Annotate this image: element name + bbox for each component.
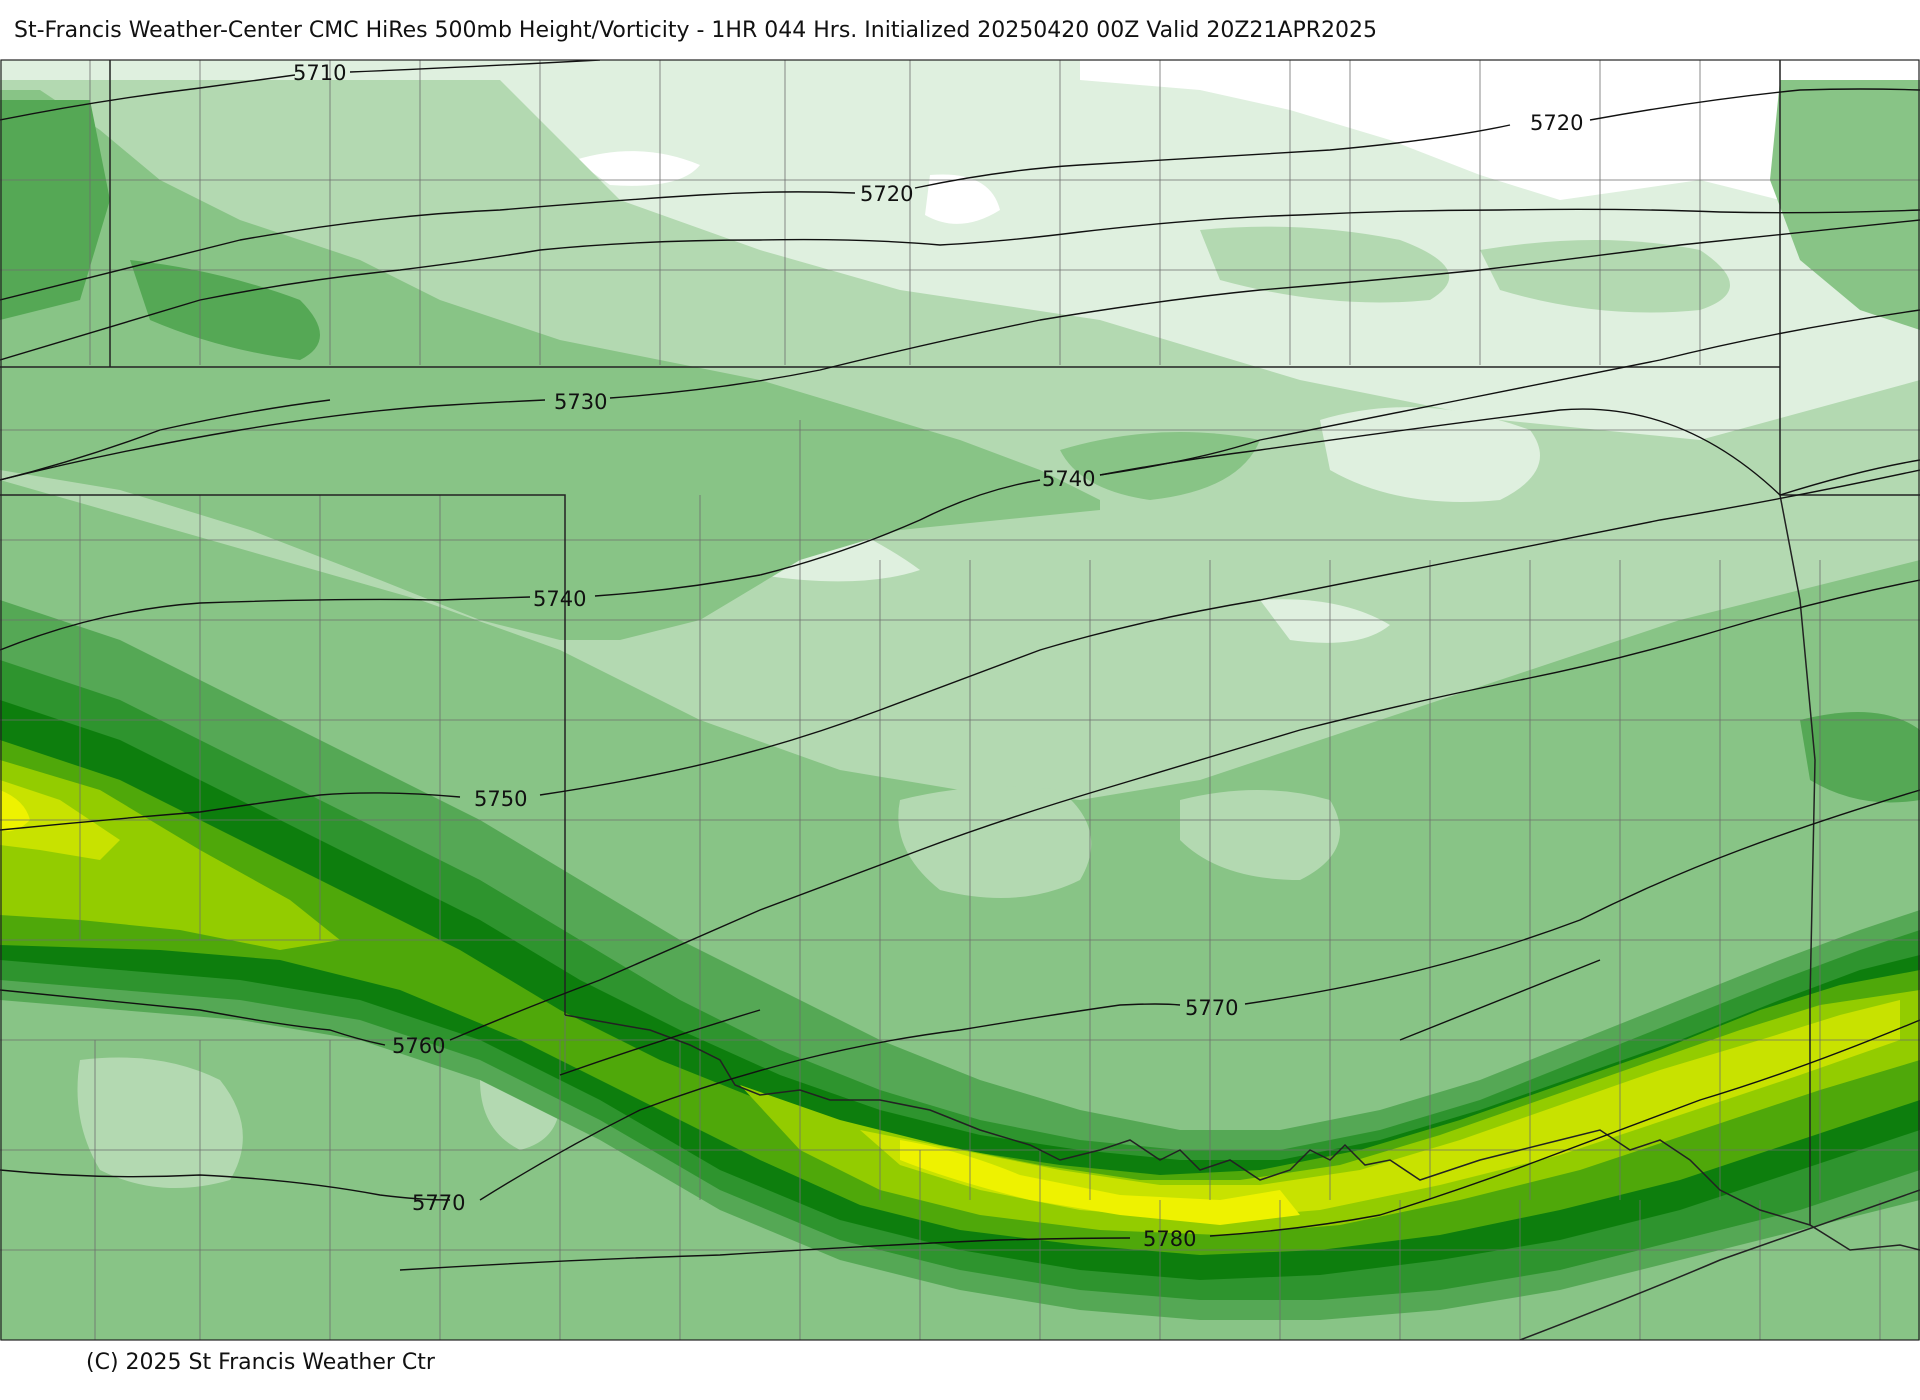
vort-level-1-patch [77,1057,243,1188]
contour-5740-line-b [1099,408,1920,496]
contour-5730-line [0,219,1920,481]
vort-level-3 [1800,712,1920,803]
contour-label-5770: 5770 [1185,996,1238,1020]
vort-max-core [900,1140,1300,1225]
contour-label-5740: 5740 [533,587,586,611]
vort-level-3 [0,100,110,320]
map-title: St-Francis Weather-Center CMC HiRes 500m… [14,18,1377,43]
contour-label-5760: 5760 [392,1034,445,1058]
state-borders [0,60,1920,1340]
vort-level-3 [130,260,320,360]
vort-level-0-patch [1260,599,1390,643]
contour-5720-line-b [0,208,1920,481]
vort-level-1 [1480,240,1730,313]
vort-min-area [575,151,700,186]
vort-level-1-patch [898,786,1092,898]
vorticity-shading [0,60,1920,1340]
contour-5770-line-b [559,959,1601,1076]
contour-label-5720: 5720 [1530,111,1583,135]
contour-5780-line [399,1019,1920,1271]
contour-label-5710: 5710 [293,61,346,85]
vort-level-1 [1200,226,1450,303]
contour-labels: 5710 5720 5720 5730 5740 5740 5750 5760 … [293,61,1583,1251]
contour-label-5770: 5770 [412,1191,465,1215]
contour-5770-line-a [0,789,1920,1201]
vort-level-2 [1060,432,1260,500]
vort-level-8 [860,1000,1900,1220]
copyright-footer: (C) 2025 St Francis Weather Ctr [86,1350,435,1375]
vort-level-7 [0,760,340,950]
contour-5760-line [0,579,1920,1046]
contour-5740-line-a [0,309,1920,651]
vort-level-2 [0,90,1100,640]
contour-5720-line-a [0,88,1920,301]
vort-level-6 [0,740,1920,1255]
contour-5750-line [0,469,1920,831]
vort-min-area [925,174,1000,224]
contour-5710-line [0,60,601,121]
map-frame [0,59,1920,1341]
contour-label-5780: 5780 [1143,1227,1196,1251]
contour-label-5730: 5730 [554,390,607,414]
contour-label-5740: 5740 [1042,467,1095,491]
vort-level-0-patch [1320,407,1540,502]
vort-level-1-patch [1180,790,1340,880]
vort-level-2 [1770,80,1920,330]
contour-label-5750: 5750 [474,787,527,811]
contour-label-5720: 5720 [860,182,913,206]
vort-max-core [0,790,30,832]
height-contours [0,60,1920,1271]
